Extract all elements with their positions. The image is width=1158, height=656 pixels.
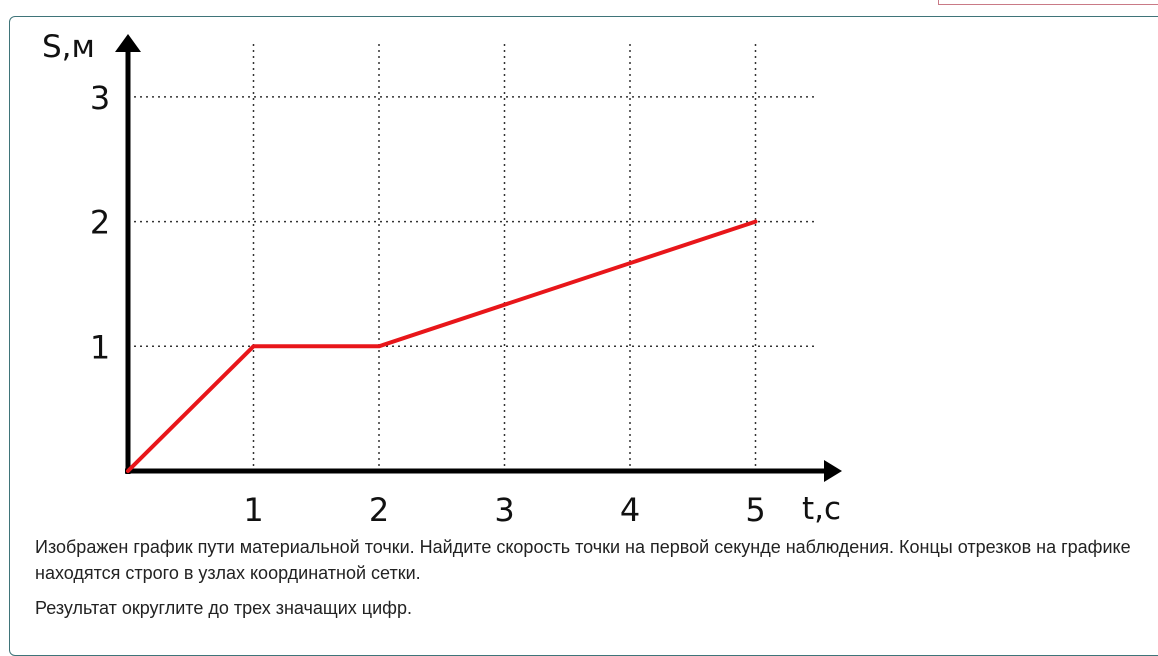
question-card (9, 16, 1158, 656)
chart-axes (115, 34, 842, 482)
top-right-accent-bar (938, 0, 1158, 5)
y-tick-label: 3 (90, 79, 110, 117)
y-axis-arrow (115, 34, 141, 52)
rounding-instruction: Результат округлите до трех значащих циф… (35, 598, 412, 618)
chart-tick-labels: 1 2 3 4 5 1 2 3 (90, 79, 766, 529)
x-axis-title: t,с (802, 491, 841, 527)
path-time-chart: 1 2 3 4 5 1 2 3 S,м t,с (42, 29, 842, 529)
chart-grid (128, 44, 815, 471)
question-paragraph: Изображен график пути материальной точки… (35, 537, 1131, 583)
question-text: Изображен график пути материальной точки… (35, 534, 1135, 621)
x-tick-label: 1 (243, 491, 263, 529)
x-tick-label: 5 (745, 491, 765, 529)
y-tick-label: 2 (90, 204, 110, 242)
x-tick-label: 4 (620, 491, 640, 529)
series-line (126, 219, 758, 473)
y-axis-title: S,м (42, 29, 95, 65)
x-axis-arrow (824, 460, 842, 482)
y-tick-label: 1 (90, 328, 110, 366)
x-tick-label: 3 (494, 491, 514, 529)
x-tick-label: 2 (369, 491, 389, 529)
chart-series (126, 219, 758, 473)
